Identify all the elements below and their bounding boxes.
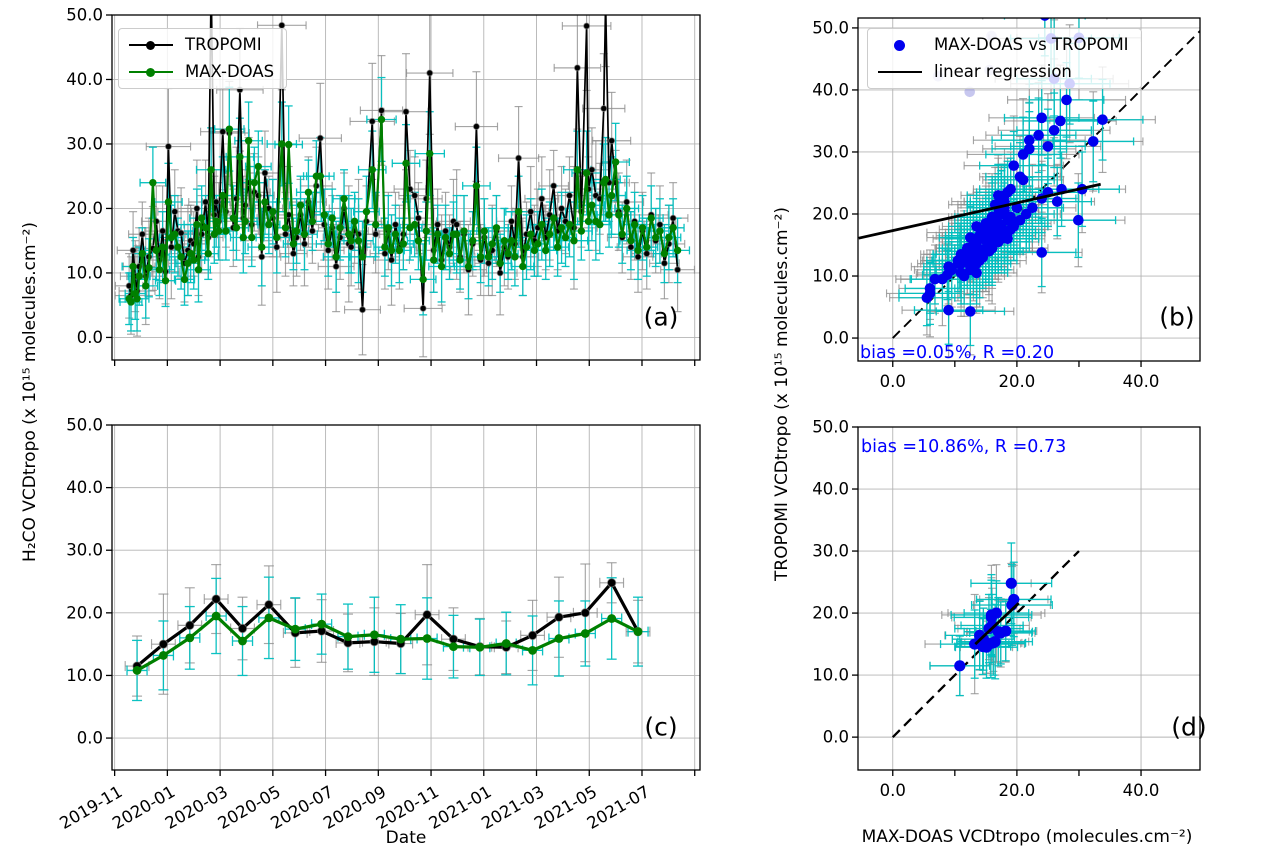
svg-text:0.0: 0.0: [880, 781, 906, 800]
svg-text:0.0: 0.0: [823, 728, 849, 747]
svg-text:30.0: 30.0: [812, 542, 849, 561]
svg-text:30.0: 30.0: [66, 134, 103, 153]
svg-text:40.0: 40.0: [66, 70, 103, 89]
svg-text:10.0: 10.0: [812, 666, 849, 685]
panel-letter-d: (d): [1171, 712, 1207, 742]
panel-letter-c: (c): [644, 712, 678, 742]
date-x-axis-label: Date: [385, 828, 427, 848]
svg-text:40.0: 40.0: [66, 478, 103, 497]
svg-text:50.0: 50.0: [66, 6, 103, 25]
scatter-dot-marker-icon: [878, 38, 922, 52]
legend-label-scatter: MAX-DOAS vs TROPOMI: [934, 35, 1129, 54]
svg-text:20.0: 20.0: [66, 603, 103, 622]
svg-text:40.0: 40.0: [1123, 781, 1160, 800]
svg-text:40.0: 40.0: [812, 480, 849, 499]
bias-annotation-b: bias =0.05%, R =0.20: [860, 343, 1055, 363]
svg-text:50.0: 50.0: [66, 416, 103, 435]
svg-text:30.0: 30.0: [66, 541, 103, 560]
legend-item-regression: linear regression: [878, 62, 1129, 82]
svg-text:0.0: 0.0: [77, 729, 103, 748]
legend-label-maxdoas: MAX-DOAS: [185, 62, 275, 82]
svg-text:10.0: 10.0: [812, 267, 849, 286]
svg-text:10.0: 10.0: [66, 666, 103, 685]
legend-panel-a: TROPOMI MAX-DOAS: [118, 28, 288, 90]
legend-item-tropomi: TROPOMI: [129, 35, 274, 54]
tropomi-line-marker-icon: [129, 38, 173, 52]
maxdoas-line-marker-icon: [129, 65, 173, 79]
regression-line-marker-icon: [878, 65, 922, 79]
svg-text:20.0: 20.0: [999, 781, 1036, 800]
panel-letter-b: (b): [1159, 302, 1195, 332]
svg-text:10.0: 10.0: [66, 263, 103, 282]
left-y-axis-label: H₂CO VCDtropo (x 10¹⁵ molecules.cm⁻²): [20, 222, 40, 562]
bias-annotation-d: bias =10.86%, R =0.73: [861, 437, 1067, 457]
legend-panel-b: MAX-DOAS vs TROPOMI linear regression: [867, 28, 1142, 90]
svg-text:20.0: 20.0: [999, 372, 1036, 391]
panel-letter-a: (a): [643, 302, 679, 332]
svg-text:30.0: 30.0: [812, 142, 849, 161]
legend-item-scatter: MAX-DOAS vs TROPOMI: [878, 35, 1129, 54]
svg-text:40.0: 40.0: [1123, 372, 1160, 391]
svg-text:20.0: 20.0: [66, 199, 103, 218]
svg-text:20.0: 20.0: [812, 604, 849, 623]
right-y-axis-label: TROPOMI VCDtropo (x 10¹⁵ molecules.cm⁻²): [772, 207, 792, 581]
svg-text:20.0: 20.0: [812, 205, 849, 224]
legend-label-regression: linear regression: [934, 62, 1072, 82]
svg-text:50.0: 50.0: [812, 18, 849, 37]
svg-text:0.0: 0.0: [77, 328, 103, 347]
bottom-right-x-axis-label: MAX-DOAS VCDtropo (molecules.cm⁻²): [861, 827, 1193, 847]
legend-item-maxdoas: MAX-DOAS: [129, 62, 275, 82]
svg-text:40.0: 40.0: [812, 80, 849, 99]
legend-label-tropomi: TROPOMI: [185, 35, 262, 54]
svg-text:0.0: 0.0: [880, 372, 906, 391]
svg-text:0.0: 0.0: [823, 329, 849, 348]
svg-text:50.0: 50.0: [812, 418, 849, 437]
